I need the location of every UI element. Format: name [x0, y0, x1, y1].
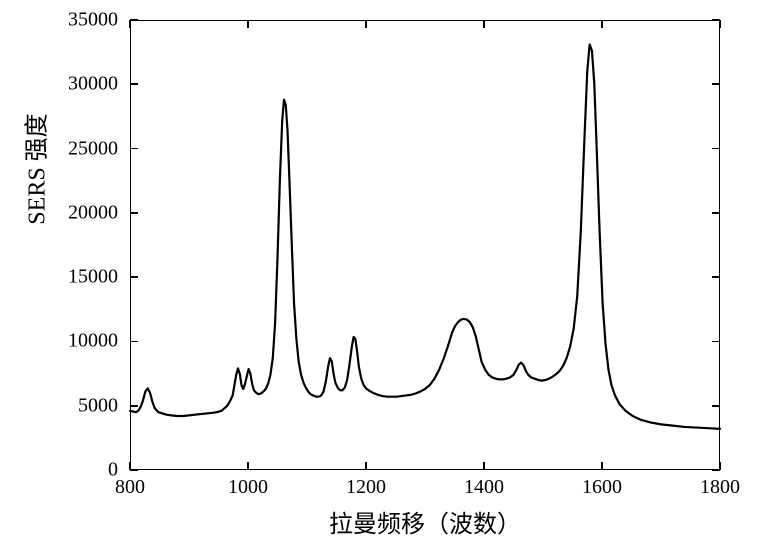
x-tick [247, 462, 249, 470]
y-tick [712, 83, 720, 85]
y-tick-label: 0 [0, 459, 118, 482]
x-tick-label: 1200 [346, 476, 386, 499]
y-tick-label: 25000 [0, 137, 118, 160]
x-tick-label: 1600 [582, 476, 622, 499]
y-tick-label: 15000 [0, 266, 118, 289]
y-tick-label: 30000 [0, 73, 118, 96]
y-tick [712, 212, 720, 214]
y-tick-label: 5000 [0, 394, 118, 417]
y-tick [130, 276, 138, 278]
y-tick [712, 148, 720, 150]
x-tick [247, 20, 249, 28]
x-tick-label: 1400 [464, 476, 504, 499]
x-tick [601, 462, 603, 470]
spectrum-path [130, 44, 720, 428]
y-tick [712, 405, 720, 407]
x-tick [483, 20, 485, 28]
x-tick-label: 800 [115, 476, 145, 499]
y-tick [130, 341, 138, 343]
y-tick [712, 276, 720, 278]
spectrum-line-svg [130, 20, 720, 470]
x-tick [719, 462, 721, 470]
x-axis-title: 拉曼频移（波数） [329, 504, 521, 539]
x-tick [483, 462, 485, 470]
y-tick-label: 35000 [0, 9, 118, 32]
sers-spectrum-chart: SERS 强度 拉曼频移（波数） 05000100001500020000250… [0, 0, 760, 560]
y-tick [712, 341, 720, 343]
x-tick-label: 1800 [700, 476, 740, 499]
x-tick [365, 20, 367, 28]
x-tick-label: 1000 [228, 476, 268, 499]
y-tick [130, 19, 138, 21]
y-tick [130, 83, 138, 85]
x-tick [365, 462, 367, 470]
y-tick [130, 469, 138, 471]
x-tick [129, 462, 131, 470]
x-tick [719, 20, 721, 28]
y-tick [130, 405, 138, 407]
y-tick-label: 20000 [0, 201, 118, 224]
x-tick [129, 20, 131, 28]
y-tick [130, 212, 138, 214]
y-tick-label: 10000 [0, 330, 118, 353]
x-tick [601, 20, 603, 28]
y-tick [130, 148, 138, 150]
